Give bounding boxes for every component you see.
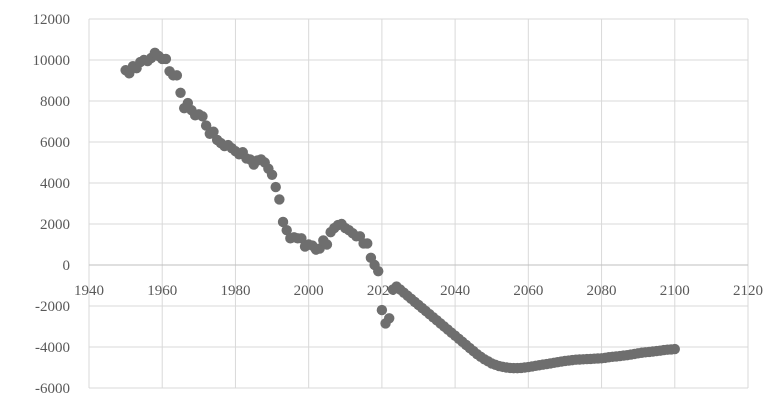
tick-labels: -6000 -4000 -2000 0 2000 4000 6000 8000 10000 120… (33, 12, 764, 397)
data-point (197, 111, 208, 122)
data-point (376, 304, 388, 316)
y-tick-label: -2000 (35, 299, 70, 315)
data-point (281, 224, 292, 236)
data-point (373, 265, 384, 277)
data-point (274, 194, 285, 205)
y-tick-label: 10000 (33, 53, 71, 69)
y-tick-label: 0 (63, 258, 71, 274)
data-point (669, 343, 680, 355)
data-point (384, 313, 395, 324)
y-tick-label: -6000 (35, 381, 70, 397)
x-tick-label: 2060 (513, 283, 543, 299)
y-tick-label: 12000 (33, 12, 71, 28)
data-points (120, 47, 680, 374)
y-tick-label: 6000 (40, 135, 70, 151)
x-tick-label: 1940 (74, 283, 104, 299)
data-point (362, 238, 373, 249)
x-tick-label: 2080 (587, 283, 617, 299)
data-point (208, 126, 219, 137)
data-point (171, 70, 183, 81)
x-tick-label: 2120 (733, 283, 763, 299)
data-point (200, 120, 212, 131)
data-point (160, 53, 172, 65)
y-tick-label: -4000 (35, 340, 70, 356)
x-tick-label: 2040 (440, 283, 470, 299)
y-tick-label: 4000 (40, 176, 70, 192)
data-point (266, 169, 278, 180)
data-point (270, 181, 281, 193)
x-tick-label: 2100 (660, 283, 690, 299)
data-point (296, 233, 307, 244)
x-tick-label: 1980 (220, 283, 250, 299)
grid-lines (88, 18, 749, 389)
x-tick-label: 1960 (147, 283, 177, 299)
data-point (277, 216, 289, 228)
data-point (175, 87, 186, 99)
y-tick-label: 8000 (40, 94, 70, 110)
x-tick-label: 2000 (294, 283, 324, 299)
data-point (321, 239, 333, 250)
y-tick-label: 2000 (40, 217, 70, 233)
